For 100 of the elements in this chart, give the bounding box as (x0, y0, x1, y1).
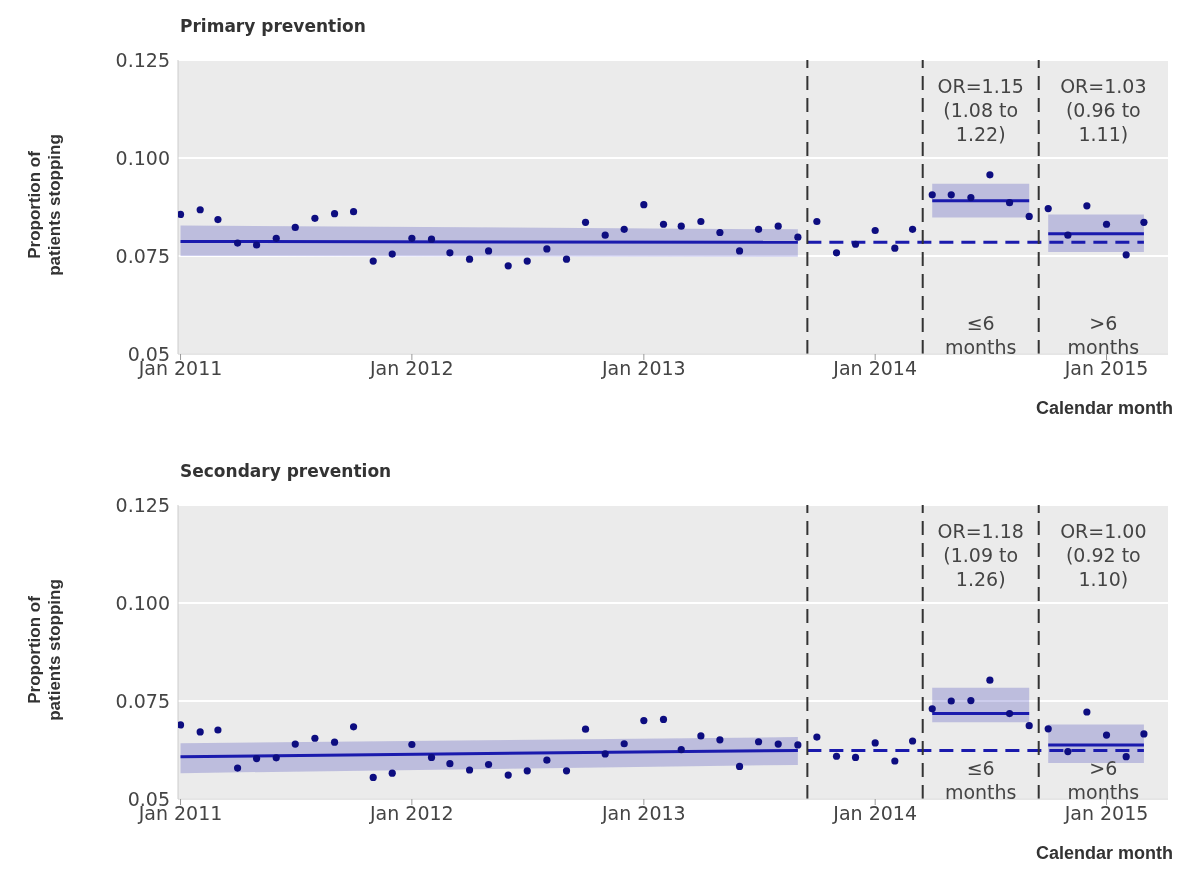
point (659, 220, 668, 228)
x-tick-label: Jan 2014 (832, 802, 918, 825)
x-tick-label: Jan 2015 (1063, 357, 1149, 380)
point (659, 715, 668, 724)
point (754, 225, 763, 233)
annotation: ≤6 months (944, 312, 1017, 360)
point (1005, 199, 1014, 207)
point (697, 732, 705, 740)
point (1064, 747, 1072, 756)
y-axis-title: Proportion of patients stopping (24, 578, 65, 723)
point (523, 767, 531, 775)
point (640, 201, 648, 209)
point (446, 760, 454, 768)
y-tick-label: 0.100 (115, 591, 170, 614)
chart-title: Secondary prevention (180, 461, 392, 481)
point (523, 257, 531, 265)
annotation: ≤6 months (944, 757, 1017, 805)
point (272, 234, 280, 242)
point (1025, 722, 1033, 730)
point (1005, 709, 1014, 718)
point (928, 191, 936, 199)
point (813, 217, 821, 226)
point (1083, 202, 1091, 210)
point (446, 249, 454, 257)
point (677, 222, 685, 230)
point (484, 247, 493, 255)
y-axis-title: Proportion of patients stopping (24, 133, 65, 278)
y-tick-label: 0.125 (115, 493, 170, 516)
point (311, 734, 319, 742)
point (774, 222, 782, 230)
y-tick-label: 0.125 (115, 48, 170, 71)
point (1140, 730, 1148, 738)
point (1102, 731, 1111, 739)
point (388, 769, 396, 777)
point (369, 257, 377, 265)
x-tick-label: Jan 2013 (601, 802, 686, 825)
point (1025, 212, 1033, 221)
point (562, 767, 571, 775)
point (1122, 251, 1130, 259)
point (697, 217, 705, 226)
point (427, 235, 436, 243)
point (178, 210, 185, 219)
chart-title: Primary prevention (180, 16, 366, 36)
point (465, 766, 474, 774)
point (349, 208, 358, 216)
point (196, 206, 204, 214)
point (388, 250, 396, 258)
point (601, 750, 609, 758)
point (214, 726, 222, 734)
point (640, 717, 648, 725)
point (967, 697, 975, 705)
x-tick-label: Jan 2014 (832, 357, 918, 380)
annotation: OR=1.15 (1.08 to 1.22) (937, 75, 1024, 147)
y-tick-label: 0.075 (115, 689, 170, 712)
point (1044, 725, 1052, 733)
point (620, 740, 628, 748)
point (408, 234, 416, 242)
point (196, 728, 204, 736)
point (1044, 204, 1052, 213)
point (967, 193, 975, 202)
point (349, 723, 358, 731)
point (986, 676, 994, 684)
point (832, 752, 841, 760)
point (233, 239, 242, 247)
point (813, 733, 821, 741)
point (832, 249, 841, 257)
point (543, 756, 551, 764)
point (1083, 708, 1091, 716)
point (233, 764, 242, 772)
x-axis-title: Calendar month (1035, 843, 1173, 864)
point (252, 755, 261, 763)
point (851, 240, 860, 248)
point (504, 262, 512, 270)
point (369, 773, 377, 782)
point (774, 740, 782, 748)
point (794, 233, 802, 241)
annotation: >6 months (1067, 757, 1140, 805)
point (1140, 218, 1148, 226)
x-tick-label: Jan 2012 (369, 802, 454, 825)
point (1064, 231, 1072, 239)
point (291, 740, 299, 748)
point (735, 762, 744, 771)
point (408, 740, 416, 749)
point (1102, 220, 1111, 228)
point (601, 231, 609, 239)
point (928, 705, 936, 713)
y-tick-label: 0.100 (115, 146, 170, 169)
point (716, 736, 724, 744)
point (620, 225, 628, 233)
point (908, 737, 917, 745)
y-tick-label: 0.075 (115, 244, 170, 267)
point (986, 171, 994, 179)
point (178, 721, 185, 729)
point (272, 754, 280, 762)
point (947, 697, 955, 705)
annotation: OR=1.00 (0.92 to 1.10) (1060, 520, 1147, 592)
point (851, 753, 860, 762)
x-axis-title: Calendar month (1035, 398, 1173, 419)
point (330, 210, 339, 218)
annotation: >6 months (1067, 312, 1140, 360)
